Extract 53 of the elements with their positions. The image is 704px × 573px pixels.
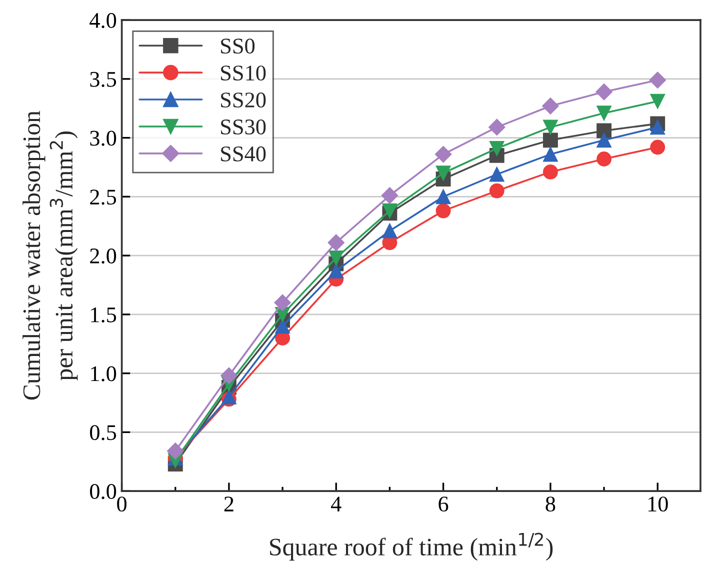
point [220,367,238,384]
legend-label: SS10 [221,66,266,81]
point [434,146,452,163]
point [596,84,612,100]
x-tick-label: 6 [438,496,448,512]
legend-label: SS40 [221,146,266,162]
y-tick-label: 4.0 [90,12,116,28]
point [542,120,558,135]
y-tick-label: 3.0 [90,130,116,146]
point [650,94,666,109]
x-tick-label: 8 [546,496,556,512]
point [166,442,184,460]
x-tick-label: 0 [117,496,126,512]
point [274,294,291,312]
legend-label: SS30 [221,119,266,134]
point [436,203,451,218]
point [650,120,666,135]
y-tick-label: 2.5 [90,190,116,205]
x-tick-label: 2 [224,496,234,512]
point [328,234,344,251]
point [436,189,451,204]
point [436,166,451,181]
y-tick-label: 2.0 [90,248,116,264]
point [488,118,506,136]
point [596,152,612,166]
point [596,132,612,148]
point [489,183,504,198]
y-tick-label: 3.5 [90,72,116,87]
point [649,72,666,88]
x-axis-title: Square roof of time (min$^{1/2}$) [270,532,553,561]
y-axis-title: Cumulative water absorption per unit area(mm$^{3}$/mm$^{2}$) [22,110,78,400]
point [328,263,344,278]
legend-label: SS20 [221,92,266,108]
legend-label: SS0 [221,38,255,54]
y-tick-label: 0.5 [90,425,116,440]
point [542,146,558,162]
x-tick-label: 10 [648,496,668,512]
point [381,187,398,204]
y-tick-label: 0.0 [90,484,116,500]
y-tick-label: 1.0 [91,366,116,382]
point [489,166,504,182]
point [596,106,612,121]
point [650,140,666,155]
point [328,250,344,266]
y-tick-label: 1.5 [91,307,116,322]
point [489,140,504,156]
point [382,223,398,238]
point [542,164,558,180]
point [596,123,612,138]
point [542,132,558,148]
x-tick-label: 4 [331,496,342,512]
point [542,98,559,114]
point [275,318,290,334]
